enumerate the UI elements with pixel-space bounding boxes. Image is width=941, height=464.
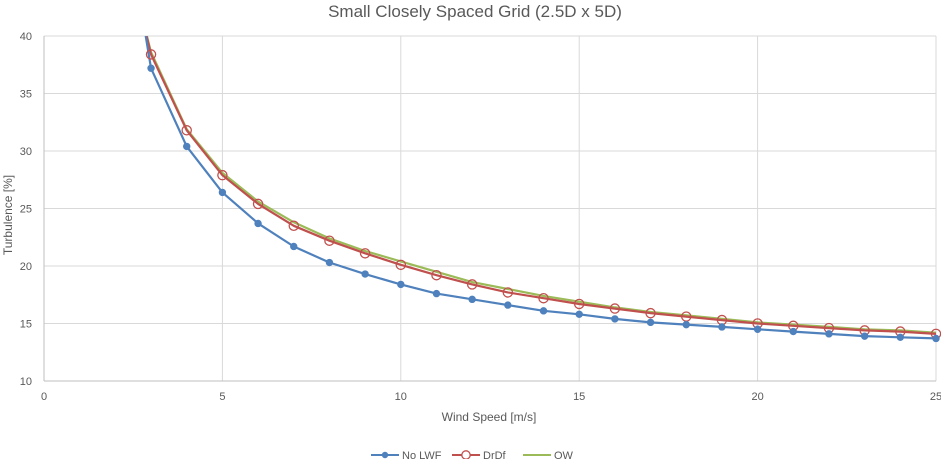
data-point-no-lwf — [325, 258, 334, 267]
data-point-no-lwf — [504, 301, 512, 309]
data-point-no-lwf — [468, 295, 476, 304]
y-tick-label: 25 — [20, 204, 32, 216]
legend-label: OW — [554, 450, 574, 459]
axes: 10 15 20 25 30 35 40 0 5 10 15 20 25 — [20, 31, 941, 403]
data-point-no-lwf — [539, 307, 548, 315]
data-point-no-lwf — [361, 270, 369, 278]
data-point-drdf — [145, 49, 157, 60]
data-point-drdf — [217, 169, 228, 181]
series-line-ow — [145, 36, 936, 334]
x-tick-label: 0 — [41, 391, 47, 403]
data-point-no-lwf — [932, 334, 940, 343]
data-point-no-lwf — [147, 64, 155, 72]
y-axis-label: Turbulence [%] — [1, 175, 15, 255]
y-tick-label: 15 — [20, 319, 32, 331]
data-point-no-lwf — [397, 280, 405, 289]
y-tick-label: 30 — [20, 146, 32, 158]
y-tick-label: 20 — [20, 261, 32, 273]
marker-layer — [145, 49, 941, 343]
legend-label: DrDf — [483, 450, 507, 459]
legend-marker — [461, 450, 471, 460]
gridlines — [44, 35, 937, 381]
data-point-no-lwf — [682, 320, 690, 329]
x-tick-label: 15 — [573, 391, 585, 403]
legend-marker — [381, 451, 389, 459]
data-point-drdf — [252, 198, 264, 210]
data-point-no-lwf — [218, 188, 227, 197]
legend-label: No LWF — [402, 450, 442, 459]
data-point-no-lwf — [432, 289, 441, 298]
data-point-drdf — [538, 292, 549, 304]
series-line-no-lwf — [144, 36, 936, 340]
data-point-drdf — [645, 307, 656, 319]
data-point-drdf — [324, 235, 335, 246]
data-point-no-lwf — [753, 325, 762, 333]
data-point-drdf — [609, 303, 621, 314]
series-layer — [144, 36, 936, 340]
data-point-no-lwf — [789, 327, 797, 336]
data-point-drdf — [573, 298, 585, 310]
y-tick-label: 35 — [20, 89, 32, 101]
x-tick-label: 5 — [219, 391, 225, 403]
data-point-no-lwf — [860, 332, 869, 340]
data-point-drdf — [431, 269, 442, 281]
legend: No LWF DrDf OW — [371, 450, 574, 462]
data-point-no-lwf — [183, 142, 191, 151]
x-tick-label: 20 — [751, 391, 763, 403]
data-point-no-lwf — [254, 219, 262, 228]
x-axis-label: Wind Speed [m/s] — [442, 410, 537, 424]
data-point-drdf — [466, 279, 478, 290]
data-point-no-lwf — [646, 318, 655, 327]
data-point-drdf — [359, 248, 371, 259]
x-tick-label: 25 — [930, 391, 941, 403]
x-tick-label: 10 — [395, 391, 407, 403]
data-point-no-lwf — [611, 315, 619, 323]
data-point-drdf — [502, 287, 514, 298]
data-point-no-lwf — [825, 330, 833, 338]
data-point-drdf — [395, 259, 407, 271]
data-point-no-lwf — [290, 242, 298, 251]
data-point-no-lwf — [896, 333, 905, 341]
chart-title: Small Closely Spaced Grid (2.5D x 5D) — [328, 2, 622, 21]
y-tick-label: 40 — [20, 31, 32, 43]
data-point-drdf — [181, 125, 192, 136]
y-tick-label: 10 — [20, 376, 32, 388]
data-point-no-lwf — [718, 323, 726, 331]
data-point-no-lwf — [575, 310, 583, 318]
data-point-drdf — [288, 220, 300, 231]
series-line-drdf — [145, 36, 936, 335]
